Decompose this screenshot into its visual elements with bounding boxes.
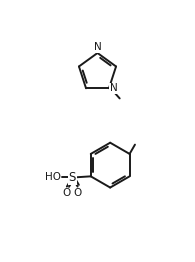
Text: N: N bbox=[94, 42, 101, 52]
Text: O: O bbox=[63, 188, 71, 198]
Text: HO: HO bbox=[45, 172, 61, 182]
Text: S: S bbox=[68, 171, 76, 184]
Text: N: N bbox=[110, 83, 117, 93]
Text: O: O bbox=[74, 188, 82, 198]
